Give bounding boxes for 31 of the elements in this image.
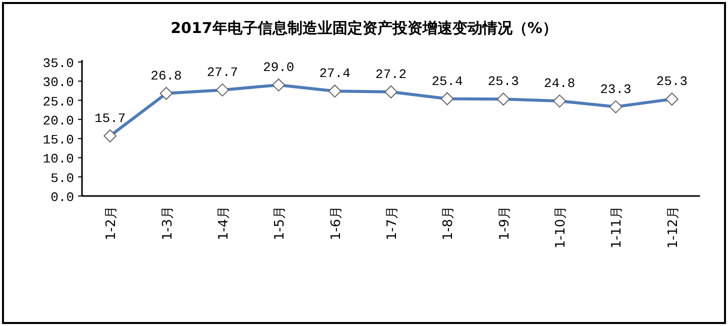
data-label: 27.4	[319, 66, 351, 82]
x-tick-label: 1-11月	[610, 206, 625, 249]
data-label: 26.8	[150, 68, 182, 84]
y-tick-label: 25.0	[42, 94, 74, 110]
y-tick-label: 35.0	[42, 56, 74, 71]
data-label: 29.0	[263, 60, 294, 75]
x-tick-label: 1-7月	[385, 206, 400, 240]
y-tick-label: 5.0	[50, 170, 74, 186]
y-tick-label: 30.0	[42, 75, 74, 90]
x-tick-label: 1-4月	[216, 206, 232, 240]
x-tick-label: 1-3月	[160, 206, 176, 240]
data-label: 25.3	[656, 74, 688, 90]
data-label: 23.3	[600, 82, 632, 97]
data-label: 27.2	[375, 66, 407, 82]
x-tick-label: 1-12月	[666, 206, 681, 249]
data-label: 27.7	[206, 64, 238, 80]
x-tick-label: 1-5月	[272, 206, 288, 240]
data-label: 25.3	[488, 74, 519, 90]
x-tick-label: 1-8月	[441, 206, 456, 240]
chart-title: 2017年电子信息制造业固定资产投资增速变动情况（%）	[170, 19, 558, 37]
y-tick-label: 15.0	[42, 132, 74, 148]
data-label: 15.7	[94, 110, 126, 126]
x-tick-label: 1-6月	[328, 206, 344, 240]
y-tick-label: 0.0	[50, 190, 74, 205]
y-tick-label: 10.0	[42, 152, 74, 167]
data-label: 25.4	[432, 74, 463, 89]
x-tick-label: 1-9月	[497, 206, 512, 240]
y-tick-label: 20.0	[42, 113, 74, 128]
x-tick-label: 1-10月	[554, 206, 569, 249]
x-tick-label: 1-2月	[104, 206, 120, 240]
data-label: 24.8	[544, 76, 576, 92]
